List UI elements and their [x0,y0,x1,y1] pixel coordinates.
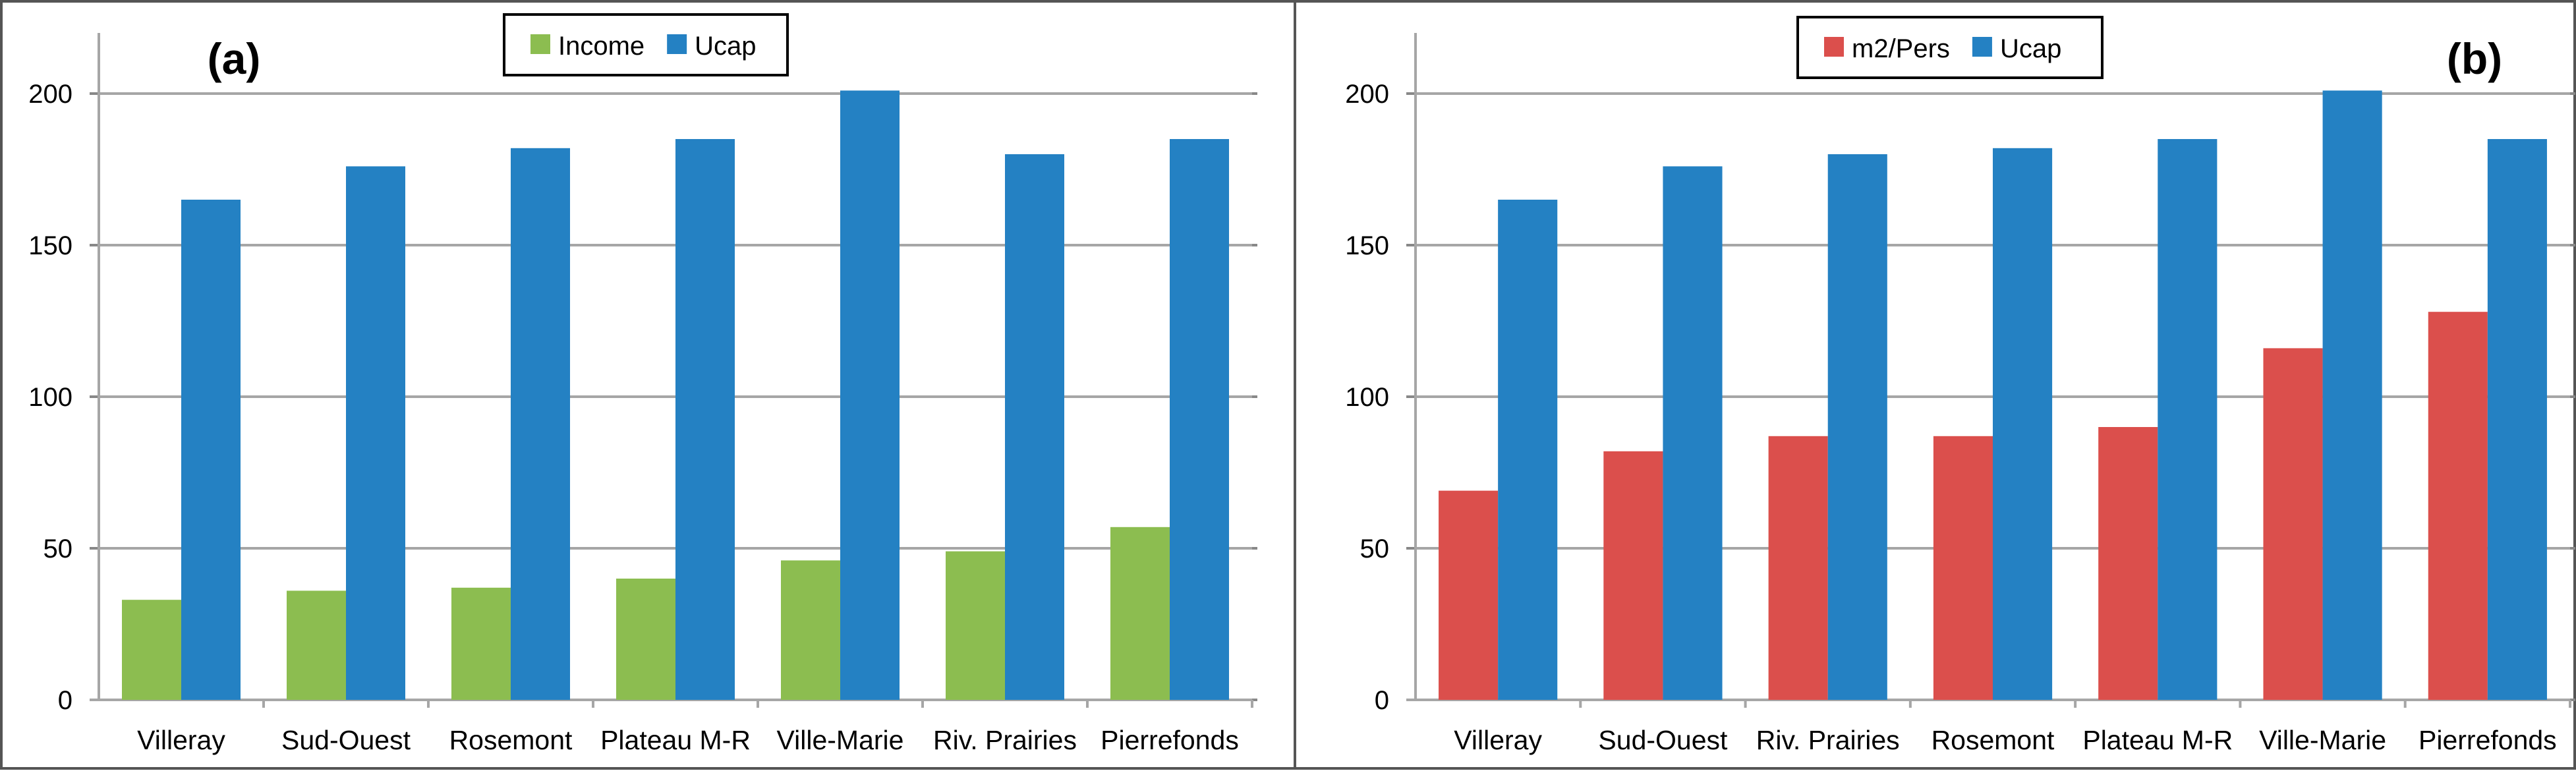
y-tick-label: 0 [58,686,72,715]
x-category-label: Villeray [1454,725,1542,755]
legend-swatch [530,34,550,54]
y-tick-label: 50 [1360,534,1390,563]
legend-swatch [667,34,687,54]
x-category-label: Pierrefonds [2419,725,2557,755]
bar-income-villeray [122,600,181,700]
bar-m2-pers-ville-marie [2263,348,2323,700]
bar-ucap-pierrefonds [2487,139,2547,700]
bar-ucap-pierrefonds [1170,139,1229,700]
x-category-label: Sud-Ouest [281,725,411,755]
bar-m2-pers-pierrefonds [2428,312,2488,700]
bar-ucap-riv-prairies [1827,154,1887,700]
y-tick-label: 150 [28,231,72,260]
x-category-label: Rosemont [1932,725,2055,755]
bar-income-sud-ouest [287,590,346,700]
legend-label: Ucap [2000,34,2061,63]
y-tick-label: 150 [1345,231,1389,260]
legend-swatch [1972,37,1992,57]
x-category-label: Plateau M-R [600,725,751,755]
bar-ucap-plateau-m-r [675,139,735,700]
legend-label: m2/Pers [1852,34,1950,63]
x-category-label: Riv. Prairies [1756,725,1900,755]
bar-income-pierrefonds [1110,527,1170,700]
bar-ucap-ville-marie [2322,90,2382,700]
bar-ucap-plateau-m-r [2158,139,2218,700]
x-category-label: Pierrefonds [1101,725,1239,755]
bar-ucap-rosemont [511,148,570,701]
y-tick-label: 200 [1345,80,1389,109]
y-tick-label: 50 [43,534,73,563]
y-tick-label: 0 [1375,686,1389,715]
panel-label: (a) [208,34,261,83]
y-tick-label: 100 [28,383,72,412]
bar-ucap-villeray [181,200,241,700]
bar-ucap-ville-marie [840,90,900,700]
bar-ucap-rosemont [1993,148,2053,701]
y-tick-label: 200 [28,80,72,109]
legend-box [1796,16,2104,79]
x-category-label: Riv. Prairies [933,725,1077,755]
bar-ucap-sud-ouest [346,166,405,700]
x-category-label: Sud-Ouest [1598,725,1728,755]
panel-label: (b) [2447,34,2502,83]
bar-ucap-riv-prairies [1005,154,1064,700]
bar-m2-pers-sud-ouest [1603,451,1663,700]
bar-ucap-villeray [1498,200,1558,700]
bar-income-ville-marie [781,560,840,700]
x-category-label: Ville-Marie [777,725,904,755]
bar-m2-pers-riv-prairies [1768,436,1828,700]
bar-income-plateau-m-r [616,579,675,700]
legend-label: Ucap [695,32,756,61]
legend-box [503,13,789,76]
legend-label: Income [558,32,644,61]
bar-m2-pers-plateau-m-r [2098,427,2158,700]
bar-income-riv-prairies [946,551,1005,700]
bar-m2-pers-villeray [1439,490,1499,700]
bar-ucap-sud-ouest [1663,166,1723,700]
legend-swatch [1824,37,1844,57]
x-category-label: Rosemont [449,725,573,755]
bar-income-rosemont [451,587,511,700]
legend: Income Ucap [503,13,789,76]
x-category-label: Villeray [137,725,225,755]
y-tick-label: 100 [1345,383,1389,412]
x-category-label: Ville-Marie [2259,725,2386,755]
legend: m2/Pers Ucap [1796,16,2104,79]
chart-panel-a: 0 50 100 150 200 Villeray Sud-Ouest Rosemont Pla… [28,13,1257,755]
bar-m2-pers-rosemont [1933,436,1993,700]
chart-panel-b: 0 50 100 150 200 Villeray Sud-Ouest Riv. Prairi… [1345,16,2575,755]
x-category-label: Plateau M-R [2082,725,2233,755]
